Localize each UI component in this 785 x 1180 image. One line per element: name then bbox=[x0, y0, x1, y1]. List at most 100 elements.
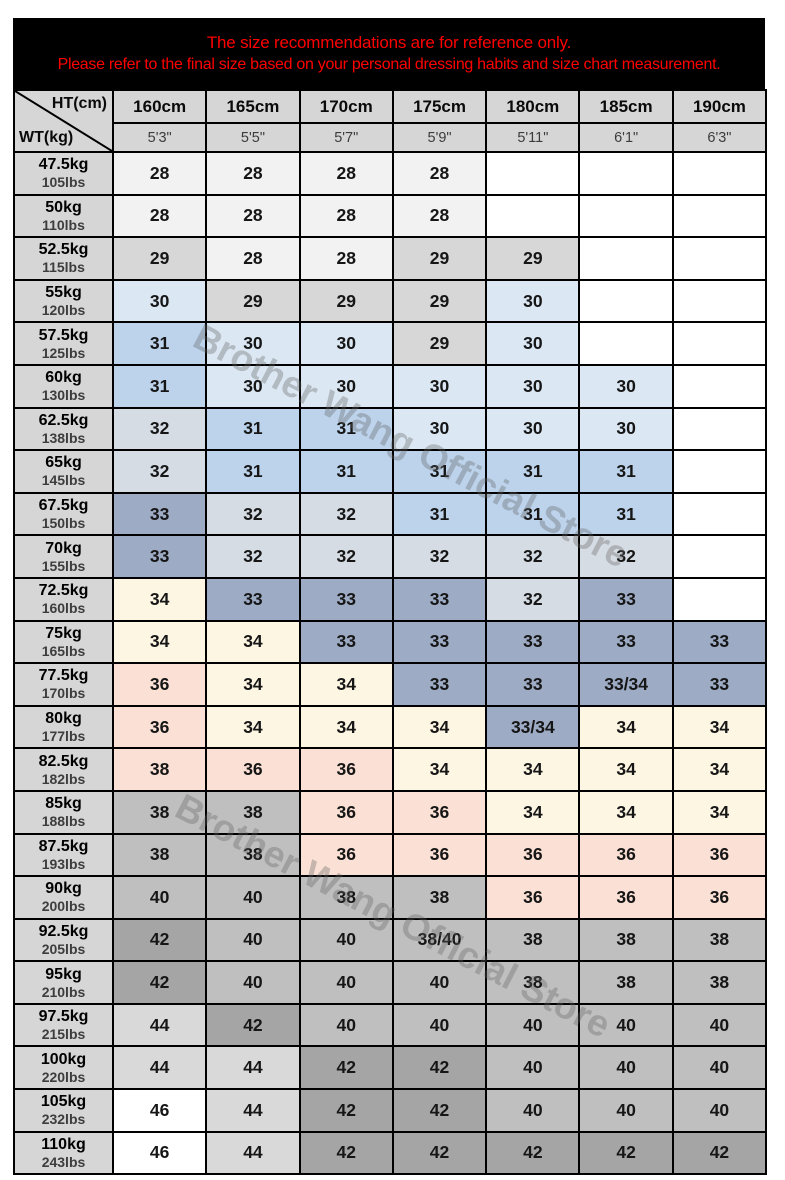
weight-row-label: 77.5kg 170lbs bbox=[13, 662, 114, 707]
weight-lbs-label: 110lbs bbox=[42, 216, 85, 233]
weight-row-label: 90kg 200lbs bbox=[13, 875, 114, 920]
size-cell: 28 bbox=[298, 151, 394, 196]
size-cell: 40 bbox=[111, 875, 208, 920]
empty-cell bbox=[671, 151, 768, 196]
size-cell: 31 bbox=[111, 363, 208, 409]
size-cell: 34 bbox=[298, 704, 394, 750]
size-cell: 42 bbox=[391, 1045, 488, 1091]
weight-kg-label: 87.5kg bbox=[38, 837, 89, 855]
size-cell: 32 bbox=[485, 576, 581, 622]
weight-row-label: 97.5kg 215lbs bbox=[13, 1002, 114, 1048]
size-cell: 30 bbox=[298, 321, 394, 366]
size-cell: 34 bbox=[485, 747, 581, 792]
weight-kg-label: 52.5kg bbox=[38, 241, 89, 259]
size-cell: 33 bbox=[485, 619, 581, 665]
size-cell: 36 bbox=[111, 662, 208, 707]
header-row-ft: 5'3" 5'5" 5'7" 5'9" 5'11" 6'1" 6'3" bbox=[14, 122, 768, 153]
size-cell: 33 bbox=[485, 662, 581, 707]
size-cell: 42 bbox=[111, 917, 208, 963]
size-cell: 34 bbox=[485, 789, 581, 835]
size-cell: 32 bbox=[485, 534, 581, 579]
size-cell: 30 bbox=[391, 406, 488, 452]
size-cell: 28 bbox=[205, 236, 301, 281]
table-row: 95kg 210lbs 42 40 40 40 38 38 38 bbox=[13, 960, 768, 1005]
size-cell: 36 bbox=[298, 789, 394, 835]
weight-lbs-label: 138lbs bbox=[41, 429, 86, 446]
size-cell: 32 bbox=[205, 491, 301, 537]
disclaimer-banner: The size recommendations are for referen… bbox=[13, 18, 765, 89]
size-cell: 40 bbox=[671, 1002, 768, 1048]
table-row: 110kg 243lbs 46 44 42 42 42 42 42 bbox=[13, 1130, 768, 1176]
size-cell: 32 bbox=[391, 534, 488, 579]
size-cell: 33 bbox=[391, 619, 488, 665]
weight-kg-label: 50kg bbox=[45, 198, 82, 216]
weight-lbs-label: 170lbs bbox=[41, 685, 86, 702]
size-cell: 42 bbox=[671, 1130, 768, 1176]
weight-row-label: 80kg 177lbs bbox=[13, 704, 114, 750]
size-cell: 36 bbox=[671, 832, 768, 878]
weight-row-label: 57.5kg 125lbs bbox=[13, 321, 114, 366]
weight-kg-label: 82.5kg bbox=[38, 752, 89, 770]
size-cell: 30 bbox=[205, 321, 301, 366]
weight-lbs-label: 210lbs bbox=[41, 983, 86, 1000]
size-cell: 31 bbox=[485, 449, 581, 494]
weight-lbs-label: 150lbs bbox=[41, 515, 86, 532]
size-cell: 38 bbox=[578, 917, 674, 963]
empty-cell bbox=[578, 321, 674, 366]
size-cell: 42 bbox=[205, 1002, 301, 1048]
size-cell: 44 bbox=[205, 1045, 301, 1091]
weight-kg-label: 110kg bbox=[41, 1135, 86, 1153]
table-row: 105kg 232lbs 46 44 42 42 40 40 40 bbox=[13, 1088, 768, 1133]
weight-row-label: 105kg 232lbs bbox=[13, 1088, 114, 1133]
weight-lbs-label: 165lbs bbox=[41, 642, 86, 659]
corner-header-cell: HT(cm) WT(kg) bbox=[13, 89, 114, 153]
weight-row-label: 100kg 220lbs bbox=[13, 1045, 114, 1091]
size-cell: 40 bbox=[298, 917, 394, 963]
empty-cell bbox=[671, 321, 768, 366]
size-cell: 31 bbox=[391, 491, 488, 537]
empty-cell bbox=[671, 491, 768, 537]
height-col-header: 165cm bbox=[205, 89, 301, 124]
feet-col-header: 5'11" bbox=[485, 122, 581, 153]
size-cell: 31 bbox=[298, 449, 394, 494]
size-cell: 40 bbox=[671, 1088, 768, 1133]
size-cell: 31 bbox=[578, 491, 674, 537]
size-cell: 28 bbox=[205, 151, 301, 196]
size-cell: 33 bbox=[578, 576, 674, 622]
weight-lbs-label: 232lbs bbox=[41, 1111, 86, 1128]
size-cell: 31 bbox=[205, 449, 301, 494]
size-cell: 38 bbox=[671, 960, 768, 1005]
size-cell: 28 bbox=[298, 193, 394, 239]
size-cell: 44 bbox=[205, 1130, 301, 1176]
empty-cell bbox=[671, 449, 768, 494]
size-cell: 36 bbox=[298, 747, 394, 792]
height-col-header: 170cm bbox=[298, 89, 394, 124]
size-cell: 33 bbox=[111, 491, 208, 537]
height-axis-label: HT(cm) bbox=[51, 95, 107, 112]
table-row: 85kg 188lbs 38 38 36 36 34 34 34 bbox=[13, 789, 768, 835]
size-cell: 38 bbox=[111, 747, 208, 792]
size-cell: 38 bbox=[111, 832, 208, 878]
size-cell: 38 bbox=[205, 832, 301, 878]
size-cell: 36 bbox=[485, 875, 581, 920]
size-cell: 40 bbox=[485, 1045, 581, 1091]
weight-lbs-label: 145lbs bbox=[41, 472, 86, 489]
feet-col-header: 5'3" bbox=[111, 122, 208, 153]
size-cell: 30 bbox=[485, 363, 581, 409]
height-col-header: 185cm bbox=[578, 89, 674, 124]
size-cell: 42 bbox=[298, 1130, 394, 1176]
table-row: 50kg 110lbs 28 28 28 28 bbox=[13, 193, 768, 239]
size-cell: 34 bbox=[671, 789, 768, 835]
weight-kg-label: 55kg bbox=[45, 284, 82, 302]
size-cell: 32 bbox=[111, 406, 208, 452]
size-cell: 38 bbox=[205, 789, 301, 835]
table-row: 92.5kg 205lbs 42 40 40 38/40 38 38 38 bbox=[13, 917, 768, 963]
weight-row-label: 65kg 145lbs bbox=[13, 449, 114, 494]
weight-lbs-label: 220lbs bbox=[41, 1068, 86, 1085]
size-cell: 28 bbox=[111, 151, 208, 196]
weight-row-label: 110kg 243lbs bbox=[13, 1130, 114, 1176]
empty-cell bbox=[671, 278, 768, 324]
size-cell: 44 bbox=[111, 1045, 208, 1091]
size-cell: 31 bbox=[391, 449, 488, 494]
